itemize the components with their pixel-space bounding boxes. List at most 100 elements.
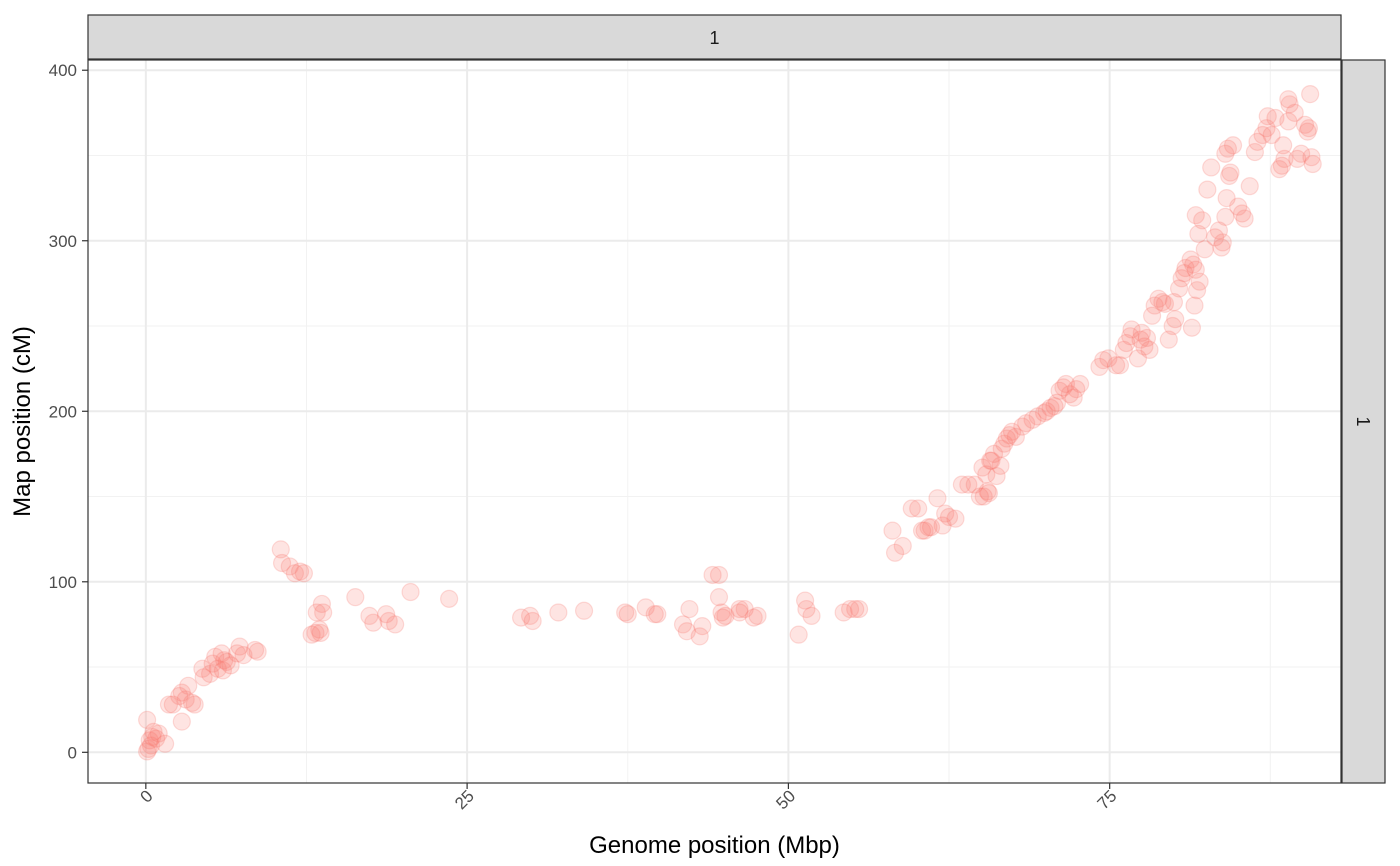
data-point (1217, 189, 1236, 208)
data-point (1279, 112, 1298, 131)
data-point (1212, 238, 1231, 257)
data-point (156, 734, 175, 753)
data-point (939, 507, 959, 527)
data-point (921, 518, 941, 537)
data-point (138, 710, 157, 730)
data-point (511, 608, 531, 627)
data-point (645, 605, 664, 624)
data-point (280, 557, 299, 576)
data-point (997, 429, 1016, 448)
data-point (1257, 119, 1276, 138)
data-point (834, 603, 853, 622)
data-point (1202, 158, 1221, 177)
data-point (1218, 139, 1238, 158)
x-axis: 0 25 50 75 (137, 783, 1121, 813)
data-point (1155, 294, 1175, 313)
data-point (215, 651, 234, 670)
data-point (1140, 340, 1159, 359)
data-point (987, 466, 1006, 486)
data-point (979, 484, 998, 503)
data-point (1182, 318, 1202, 337)
data-point (1288, 149, 1307, 169)
data-point (302, 625, 321, 644)
data-point (1122, 320, 1141, 339)
data-point (1270, 160, 1289, 179)
data-point (1094, 351, 1113, 370)
data-point (1220, 166, 1239, 186)
data-point (1172, 269, 1191, 288)
data-point (959, 475, 978, 494)
data-point (248, 642, 267, 661)
data-point (1240, 177, 1259, 196)
data-point (1279, 90, 1298, 109)
data-point (1164, 293, 1184, 312)
data-point (796, 591, 815, 610)
data-point (574, 601, 594, 620)
data-point (523, 611, 542, 631)
data-point (970, 487, 989, 506)
data-point (648, 605, 667, 624)
data-point (977, 465, 996, 484)
data-point (163, 695, 182, 714)
x-axis-title: Genome position (Mbp) (589, 832, 840, 859)
data-point (902, 499, 921, 518)
data-point (846, 599, 865, 619)
data-point (234, 646, 253, 665)
data-point (802, 606, 821, 625)
facet-strip-top-label: 1 (709, 28, 719, 48)
data-point (193, 659, 212, 678)
data-point (520, 606, 540, 625)
data-point (1280, 95, 1299, 114)
data-point (1149, 289, 1168, 308)
data-point (1186, 260, 1205, 279)
data-point (1205, 228, 1225, 247)
y-tick-label: 300 (49, 232, 77, 251)
data-point (1090, 357, 1109, 377)
data-point (1045, 397, 1064, 416)
data-point (946, 509, 965, 528)
data-point (936, 504, 955, 523)
data-point (1274, 136, 1293, 155)
data-point (1137, 328, 1157, 348)
data-point (1298, 122, 1317, 141)
data-point (440, 589, 459, 608)
data-point (172, 683, 191, 702)
data-point (1302, 148, 1321, 167)
data-point (709, 565, 729, 585)
data-point (984, 444, 1004, 463)
data-point (1235, 209, 1254, 228)
data-point (1216, 207, 1235, 226)
data-point (307, 603, 326, 622)
data-point (217, 652, 236, 672)
data-point (1186, 206, 1205, 225)
data-point (991, 456, 1010, 475)
data-point (1175, 264, 1194, 283)
data-point (213, 661, 233, 680)
data-point (1041, 398, 1060, 417)
data-point (1209, 221, 1229, 240)
data-point (849, 599, 869, 619)
data-point (636, 598, 655, 617)
data-point (1232, 204, 1252, 223)
data-point (1245, 142, 1264, 162)
data-point (221, 656, 240, 675)
data-point (294, 564, 314, 583)
data-point (1193, 211, 1212, 230)
data-point (797, 599, 816, 619)
x-tick-label: 25 (451, 786, 478, 813)
data-point (981, 451, 1000, 470)
data-point (616, 603, 635, 622)
data-point (1303, 154, 1322, 174)
data-point (1262, 125, 1281, 145)
data-point (1017, 414, 1036, 433)
data-point (170, 686, 189, 706)
data-point (271, 540, 290, 559)
data-point (1229, 197, 1248, 216)
data-point (200, 664, 220, 683)
data-point (1135, 337, 1154, 356)
panel-border (87, 59, 1342, 784)
data-point (182, 693, 202, 712)
data-point (206, 647, 225, 666)
data-point (1047, 393, 1067, 412)
data-point (230, 637, 249, 656)
